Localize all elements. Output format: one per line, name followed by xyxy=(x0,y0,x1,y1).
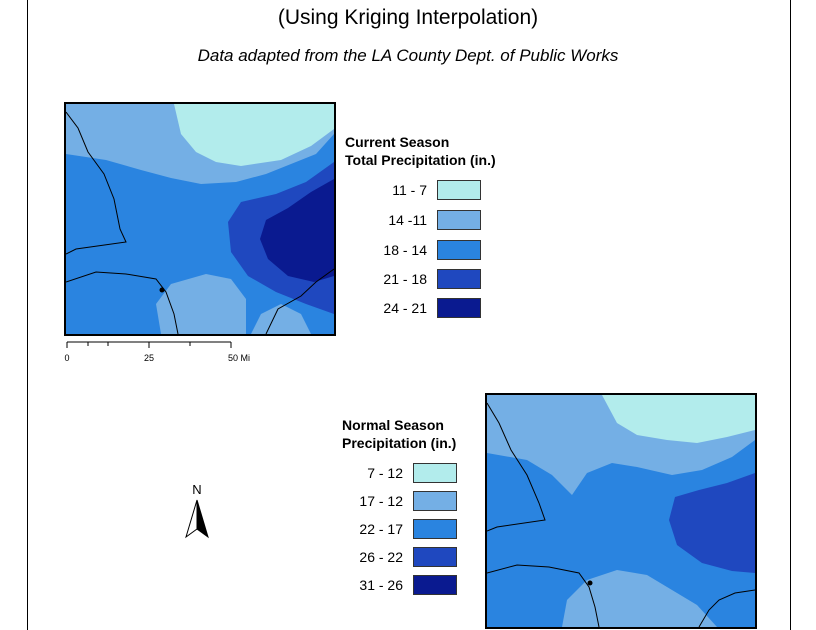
current-legend-title: Current Season Total Precipitation (in.) xyxy=(345,133,496,169)
north-label: N xyxy=(192,482,201,497)
legend-swatch xyxy=(437,180,481,200)
north-arrow-icon: N xyxy=(180,482,214,542)
scale-label-0: 0 xyxy=(64,353,69,363)
map-subtitle: Data adapted from the LA County Dept. of… xyxy=(197,46,619,65)
zone-17-12-south xyxy=(562,570,717,627)
page-frame-right xyxy=(790,0,791,630)
legend-label: 7 - 12 xyxy=(367,465,403,481)
legend-label: 17 - 12 xyxy=(359,493,403,509)
normal-legend-title-line2: Precipitation (in.) xyxy=(342,435,457,451)
normal-season-map[interactable] xyxy=(485,393,757,629)
city-marker xyxy=(159,287,165,293)
legend-label: 14 -11 xyxy=(388,212,427,228)
legend-label: 24 - 21 xyxy=(383,300,427,316)
legend-swatch xyxy=(437,240,481,260)
zone-14-11-southeast xyxy=(251,304,311,334)
zone-24-21 xyxy=(260,179,334,282)
scale-bar: 0 25 50 Mi xyxy=(64,338,264,368)
legend-swatch xyxy=(413,491,457,511)
zone-26-22 xyxy=(669,473,755,573)
legend-label: 31 - 26 xyxy=(359,577,403,593)
scale-label-50: 50 Mi xyxy=(228,353,250,363)
legend-label: 26 - 22 xyxy=(359,549,403,565)
current-legend-title-line1: Current Season xyxy=(345,134,450,150)
zone-14-11-south xyxy=(156,274,246,334)
legend-label: 21 - 18 xyxy=(383,271,427,287)
county-boundary-coast xyxy=(66,271,179,334)
normal-legend-title-line1: Normal Season xyxy=(342,417,444,433)
legend-swatch xyxy=(413,519,457,539)
legend-swatch xyxy=(437,269,481,289)
county-boundary-coast xyxy=(487,564,600,627)
current-legend-title-line2: Total Precipitation (in.) xyxy=(345,152,496,168)
legend-label: 22 - 17 xyxy=(359,521,403,537)
legend-swatch xyxy=(437,298,481,318)
county-boundary-east xyxy=(265,268,334,334)
legend-label: 11 - 7 xyxy=(392,182,427,198)
zone-7-12 xyxy=(602,395,755,443)
legend-label: 18 - 14 xyxy=(383,242,427,258)
legend-swatch xyxy=(413,463,457,483)
zone-11-7 xyxy=(174,104,334,166)
scale-label-25: 25 xyxy=(144,353,154,363)
legend-swatch xyxy=(437,210,481,230)
map-title: (Using Kriging Interpolation) xyxy=(277,6,539,29)
city-marker xyxy=(587,580,593,586)
page-frame-left xyxy=(27,0,28,630)
current-season-map[interactable] xyxy=(64,102,336,336)
county-boundary-east xyxy=(698,589,755,627)
county-boundary-west xyxy=(66,111,127,255)
county-boundary-west xyxy=(487,402,546,532)
normal-legend-title: Normal Season Precipitation (in.) xyxy=(342,416,456,452)
legend-swatch xyxy=(413,547,457,567)
legend-swatch xyxy=(413,575,457,595)
